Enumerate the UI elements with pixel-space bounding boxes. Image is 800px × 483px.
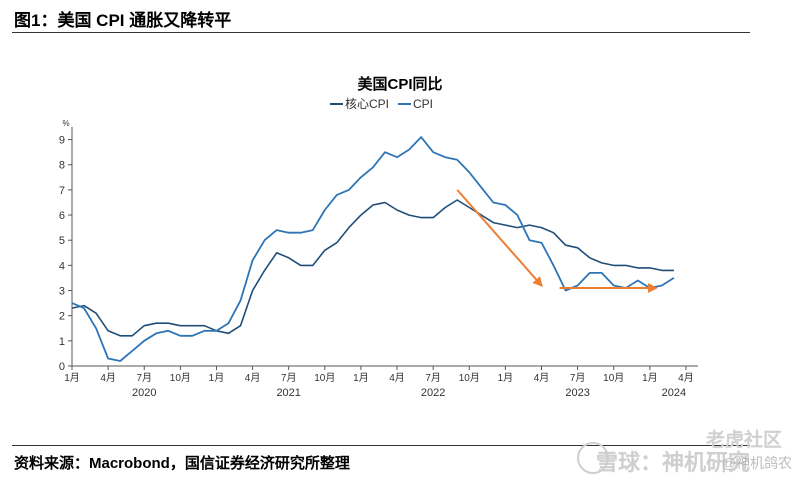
x-tick-label: 1月 (498, 372, 514, 384)
legend-label-core: 核心CPI (345, 97, 389, 111)
y-tick-label: 7 (59, 185, 65, 197)
x-tick-label: 1月 (64, 372, 80, 384)
x-tick-label: 1月 (353, 372, 369, 384)
y-tick-label: 0 (59, 361, 65, 373)
y-tick-label: 3 (59, 286, 65, 298)
x-tick-label: 7月 (281, 372, 297, 384)
y-axis-unit: % (62, 119, 69, 128)
bottom-rule (12, 445, 750, 446)
x-tick-label: 10月 (459, 372, 480, 384)
x-tick-label: 7月 (570, 372, 586, 384)
y-tick-label: 4 (59, 260, 65, 272)
x-tick-label: 4月 (100, 372, 116, 384)
x-tick-label: 10月 (170, 372, 191, 384)
xueqiu-logo-icon (577, 442, 609, 474)
y-tick-label: 6 (59, 210, 65, 222)
x-tick-label: 10月 (314, 372, 335, 384)
x-year-label: 2022 (421, 387, 445, 399)
x-year-label: 2024 (662, 387, 686, 399)
x-tick-label: 1月 (209, 372, 225, 384)
legend-label-cpi: CPI (413, 97, 433, 111)
trend-arrow-1 (456, 189, 543, 287)
y-tick-label: 1 (59, 336, 65, 348)
chart-title: 美国CPI同比 (357, 75, 442, 93)
y-tick-label: 2 (59, 311, 65, 323)
x-year-label: 2023 (565, 387, 589, 399)
x-tick-label: 4月 (534, 372, 550, 384)
top-rule (12, 32, 750, 33)
y-tick-label: 5 (59, 235, 65, 247)
x-year-label: 2020 (132, 387, 156, 399)
series-line-core-cpi (71, 199, 674, 337)
x-tick-label: 1月 (642, 372, 658, 384)
x-tick-label: 4月 (678, 372, 694, 384)
source-note: 资料来源：Macrobond，国信证券经济研究所整理 (14, 455, 350, 472)
x-year-label: 2021 (276, 387, 300, 399)
x-tick-label: 7月 (136, 372, 152, 384)
x-tick-label: 4月 (389, 372, 405, 384)
figure-title: 图1：美国 CPI 通胀又降转平 (14, 11, 232, 30)
x-tick-label: 7月 (425, 372, 441, 384)
x-tick-label: 4月 (245, 372, 261, 384)
y-tick-label: 9 (59, 135, 65, 147)
series-line-cpi (71, 136, 675, 362)
y-tick-label: 8 (59, 160, 65, 172)
x-tick-label: 10月 (603, 372, 624, 384)
